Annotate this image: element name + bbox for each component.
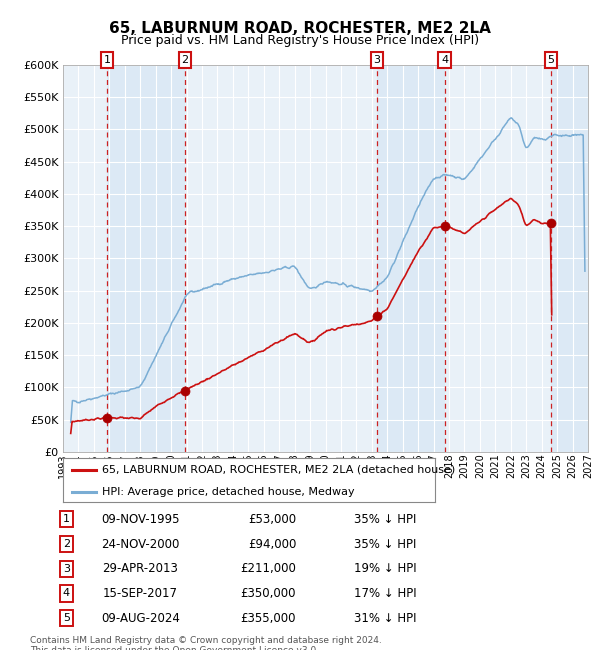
Text: 5: 5 xyxy=(548,55,554,65)
Text: £94,000: £94,000 xyxy=(248,538,296,551)
Text: 31% ↓ HPI: 31% ↓ HPI xyxy=(354,612,417,625)
Text: 35% ↓ HPI: 35% ↓ HPI xyxy=(354,513,416,526)
Text: 35% ↓ HPI: 35% ↓ HPI xyxy=(354,538,416,551)
Bar xyxy=(63,65,107,452)
Text: 4: 4 xyxy=(441,55,448,65)
Text: 19% ↓ HPI: 19% ↓ HPI xyxy=(354,562,417,575)
Text: 4: 4 xyxy=(63,588,70,599)
Bar xyxy=(445,65,551,452)
Text: 2: 2 xyxy=(63,539,70,549)
Text: 3: 3 xyxy=(63,564,70,574)
Text: 09-NOV-1995: 09-NOV-1995 xyxy=(101,513,179,526)
Text: Contains HM Land Registry data © Crown copyright and database right 2024.
This d: Contains HM Land Registry data © Crown c… xyxy=(30,636,382,650)
Text: 65, LABURNUM ROAD, ROCHESTER, ME2 2LA: 65, LABURNUM ROAD, ROCHESTER, ME2 2LA xyxy=(109,21,491,36)
Text: 09-AUG-2024: 09-AUG-2024 xyxy=(101,612,180,625)
Bar xyxy=(185,65,377,452)
Text: Price paid vs. HM Land Registry's House Price Index (HPI): Price paid vs. HM Land Registry's House … xyxy=(121,34,479,47)
Text: £350,000: £350,000 xyxy=(241,587,296,600)
Text: £211,000: £211,000 xyxy=(240,562,296,575)
Text: 24-NOV-2000: 24-NOV-2000 xyxy=(101,538,179,551)
Text: £53,000: £53,000 xyxy=(248,513,296,526)
Text: £355,000: £355,000 xyxy=(241,612,296,625)
Text: 29-APR-2013: 29-APR-2013 xyxy=(103,562,178,575)
Text: 1: 1 xyxy=(104,55,110,65)
Text: 2: 2 xyxy=(181,55,188,65)
Text: 1: 1 xyxy=(63,514,70,525)
Text: 3: 3 xyxy=(373,55,380,65)
Text: HPI: Average price, detached house, Medway: HPI: Average price, detached house, Medw… xyxy=(102,487,355,497)
Text: 17% ↓ HPI: 17% ↓ HPI xyxy=(354,587,417,600)
Text: 65, LABURNUM ROAD, ROCHESTER, ME2 2LA (detached house): 65, LABURNUM ROAD, ROCHESTER, ME2 2LA (d… xyxy=(102,465,455,475)
Text: 5: 5 xyxy=(63,613,70,623)
Text: 15-SEP-2017: 15-SEP-2017 xyxy=(103,587,178,600)
